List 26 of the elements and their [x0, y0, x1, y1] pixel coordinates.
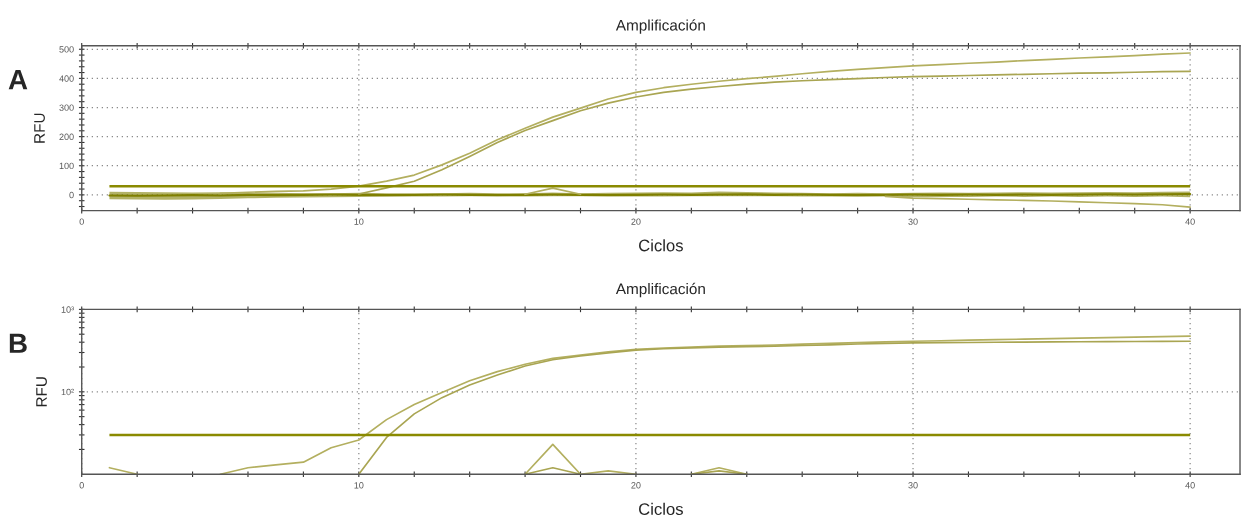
chart-title: Amplificación	[615, 19, 705, 34]
y-tick-label: 300	[59, 104, 74, 111]
y-tick-label: 500	[59, 46, 74, 53]
x-tick-label: 40	[1185, 218, 1195, 225]
y-axis-title: RFU	[36, 377, 47, 407]
x-tick-label: 30	[908, 218, 918, 225]
y-tick-label: 200	[59, 133, 74, 140]
y-tick-label: 10²	[61, 388, 74, 396]
y-tick-label: 400	[59, 75, 74, 82]
x-axis-title: Ciclos	[639, 502, 683, 516]
x-tick-label: 10	[354, 482, 364, 489]
x-tick-label: 20	[631, 218, 641, 225]
x-axis-title: Ciclos	[639, 239, 683, 252]
y-tick-label: 0	[69, 191, 74, 199]
text: A	[8, 70, 28, 90]
x-tick-label: 20	[631, 482, 641, 489]
y-axis-title: RFU	[34, 113, 45, 143]
y-tick-label: 10³	[61, 306, 74, 313]
x-tick-label: 0	[79, 482, 84, 489]
y-tick-label: 100	[59, 162, 74, 170]
chart-title: Amplificación	[615, 282, 705, 298]
text: B	[9, 333, 27, 353]
x-tick-label: 0	[79, 218, 84, 225]
x-tick-label: 30	[908, 482, 918, 489]
x-tick-label: 10	[354, 218, 364, 225]
x-tick-label: 40	[1185, 482, 1195, 489]
